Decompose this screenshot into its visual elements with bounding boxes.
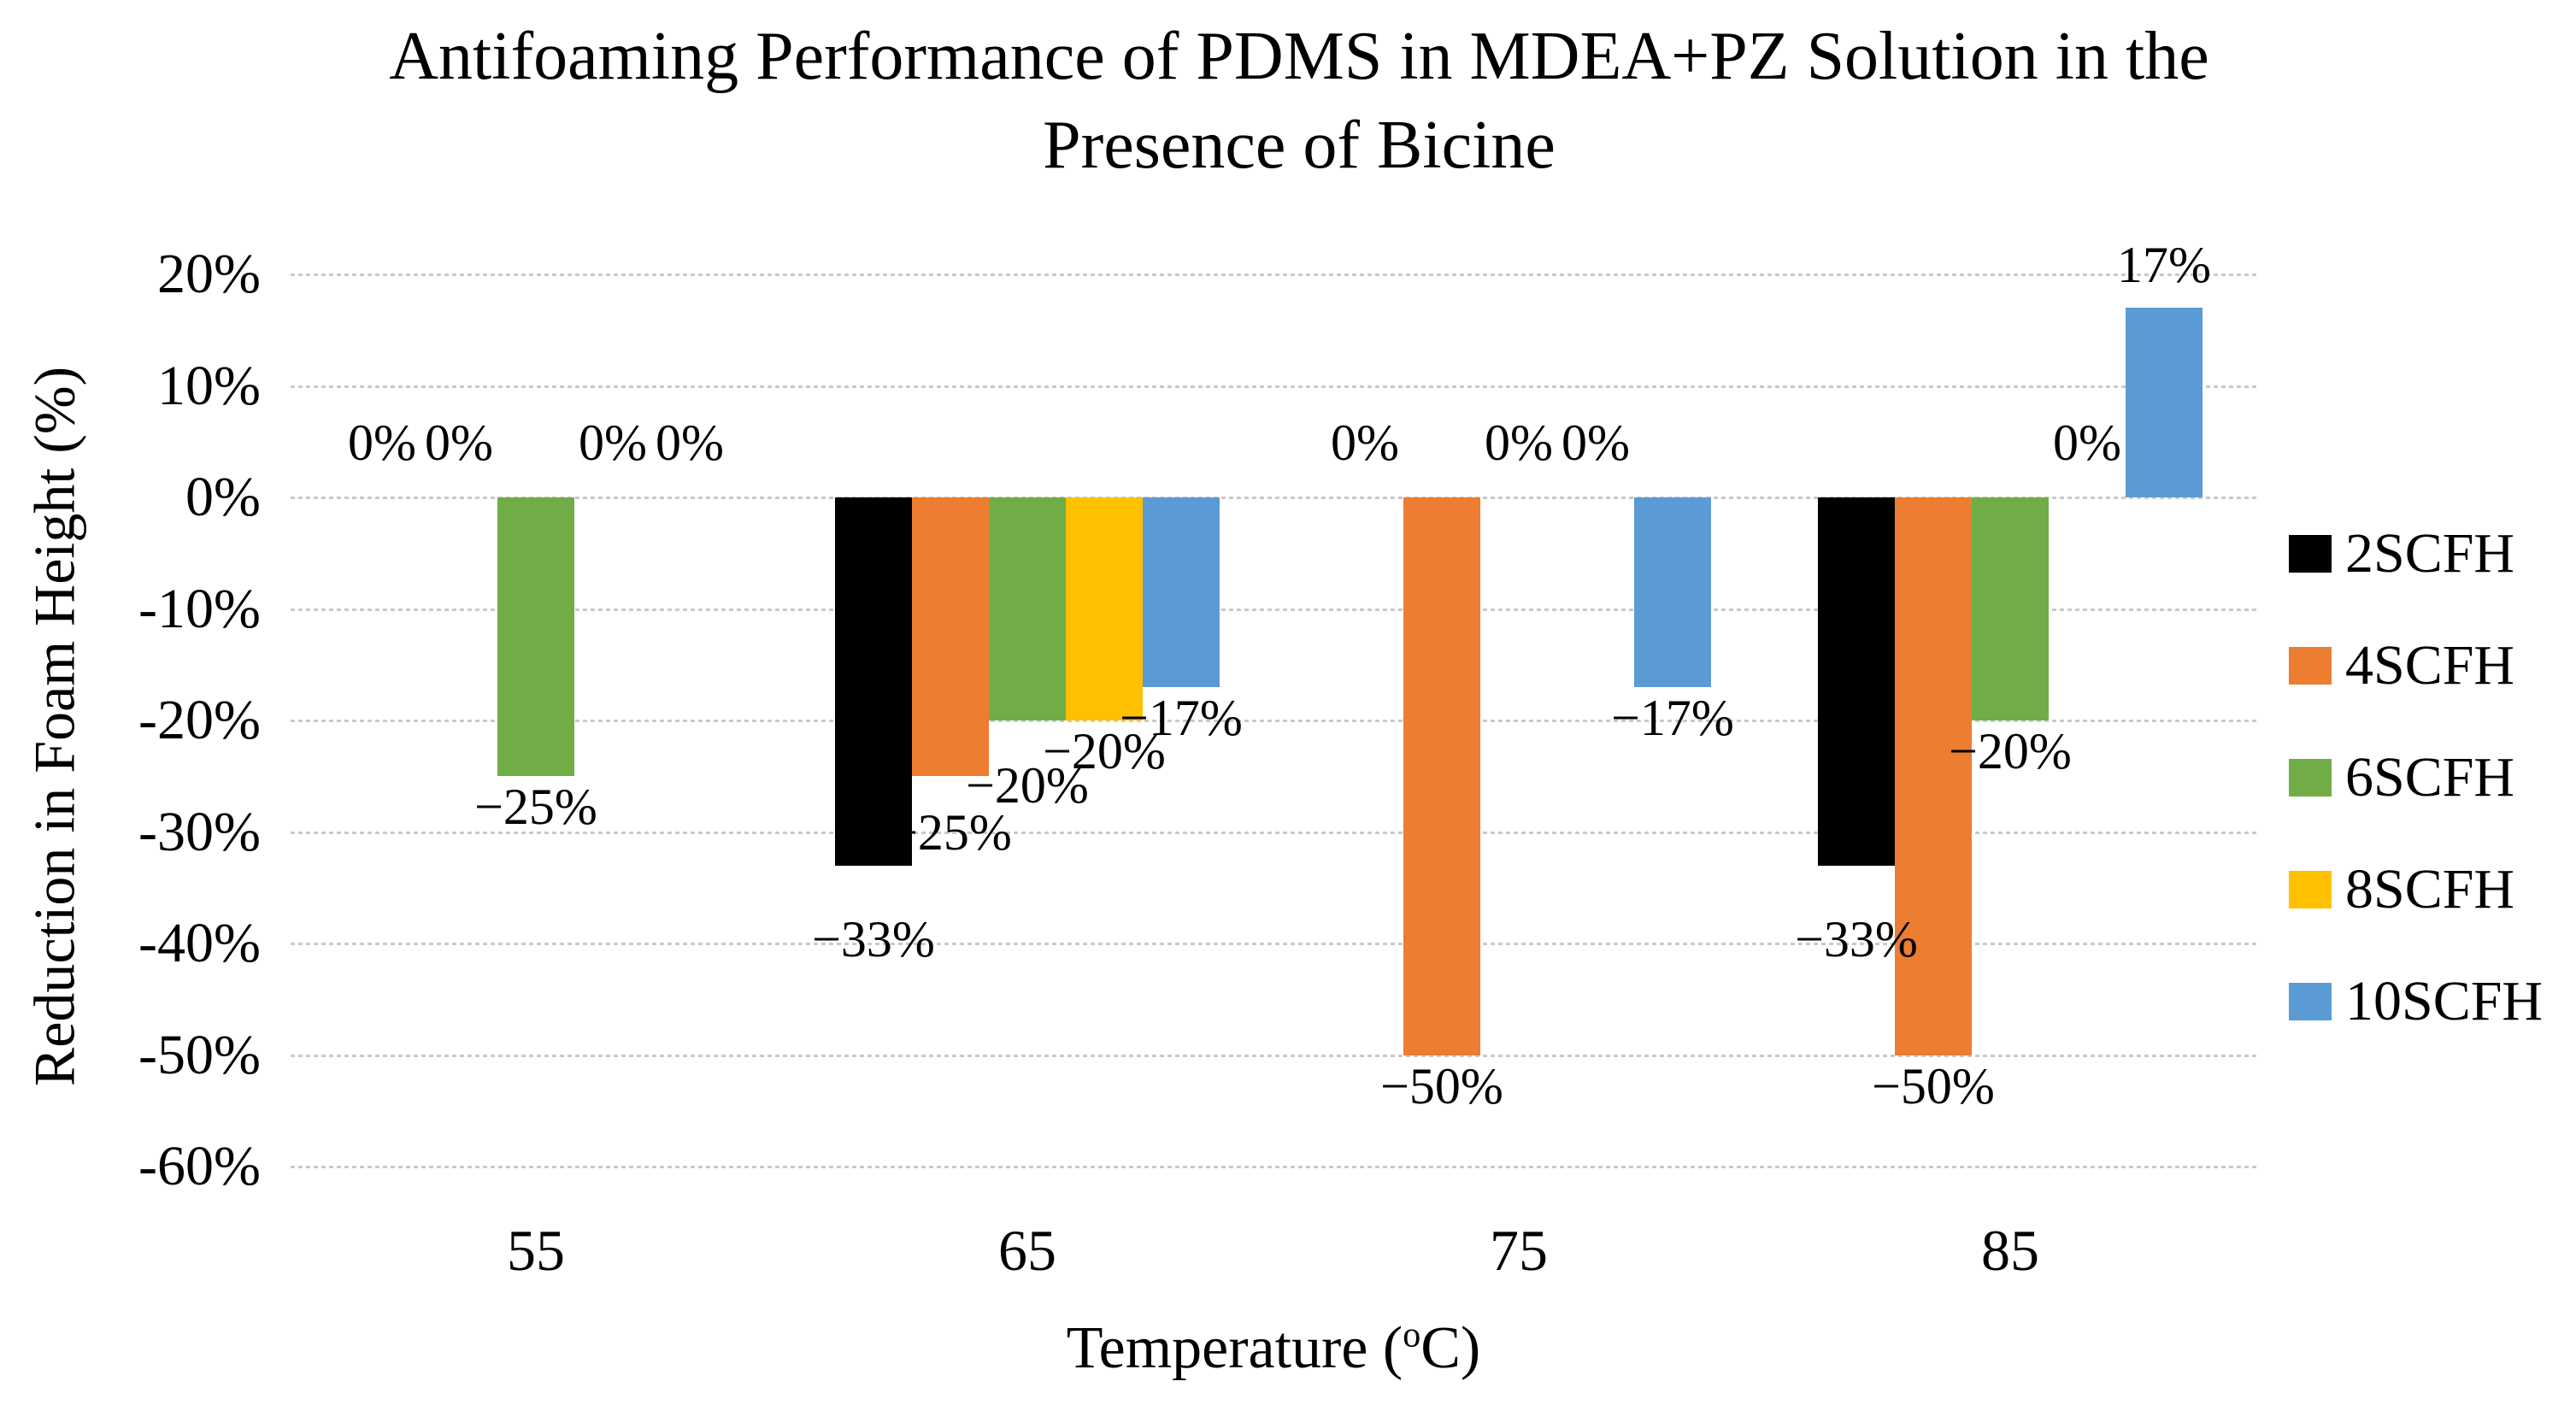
gridline-20%	[291, 273, 2256, 276]
bar-4scfh-65	[912, 497, 989, 777]
y-tick-label: -20%	[138, 689, 261, 751]
gridline--10%	[291, 608, 2256, 611]
gridline--40%	[291, 943, 2256, 945]
gridline-10%	[291, 385, 2256, 388]
bar-2scfh-85	[1818, 497, 1895, 866]
legend-label-6scfh: 6SCFH	[2345, 746, 2515, 808]
bar-label-8scfh-55: 0%	[579, 414, 647, 471]
legend-swatch-2scfh	[2289, 535, 2332, 573]
bar-label-8scfh-65: −20%	[1043, 723, 1166, 779]
bar-label-2scfh-55: 0%	[348, 414, 416, 471]
bar-8scfh-65	[1066, 497, 1143, 720]
bar-label-6scfh-55: −25%	[474, 779, 597, 836]
bar-label-6scfh-85: −20%	[1949, 723, 2072, 779]
bar-6scfh-65	[989, 497, 1066, 720]
bar-10scfh-85	[2126, 308, 2203, 497]
y-tick-label: 20%	[157, 243, 261, 305]
legend-label-2scfh: 2SCFH	[2345, 522, 2515, 585]
bar-label-2scfh-75: 0%	[1331, 414, 1399, 471]
bar-label-6scfh-65: −20%	[966, 757, 1089, 814]
bar-label-4scfh-65: −25%	[889, 804, 1012, 861]
bar-label-10scfh-55: 0%	[656, 414, 724, 471]
bar-label-2scfh-85: −33%	[1795, 910, 1918, 967]
legend-label-10scfh: 10SCFH	[2345, 970, 2544, 1032]
gridline--30%	[291, 831, 2256, 834]
x-tick-label-65: 65	[998, 1218, 1056, 1283]
chart-title: Antifoaming Performance of PDMS in MDEA+…	[265, 12, 2333, 190]
x-axis-title: Temperature (oC)	[291, 1314, 2256, 1383]
y-tick-label: -50%	[138, 1023, 261, 1086]
y-tick-label: -30%	[138, 800, 261, 863]
bar-10scfh-65	[1143, 497, 1220, 687]
y-tick-label: 10%	[157, 354, 261, 417]
gridline-0%	[291, 497, 2256, 499]
chart-title-line-1: Antifoaming Performance of PDMS in MDEA+…	[389, 19, 2209, 94]
bar-4scfh-75	[1403, 497, 1480, 1055]
y-tick-label: -10%	[138, 577, 261, 640]
legend-swatch-8scfh	[2289, 871, 2332, 908]
legend-label-8scfh: 8SCFH	[2345, 858, 2515, 920]
chart-title-line-2: Presence of Bicine	[1043, 108, 1556, 183]
x-axis-title-degree: o	[1403, 1315, 1421, 1355]
legend-swatch-4scfh	[2289, 647, 2332, 685]
y-tick-label: -60%	[138, 1135, 261, 1197]
bar-label-2scfh-65: −33%	[812, 910, 935, 967]
bar-2scfh-65	[835, 497, 912, 866]
x-tick-label-85: 85	[1981, 1218, 2039, 1283]
bar-label-8scfh-75: 0%	[1561, 414, 1630, 471]
gridline--20%	[291, 720, 2256, 722]
bar-6scfh-85	[1972, 497, 2049, 720]
bar-label-4scfh-55: 0%	[425, 414, 493, 471]
legend-swatch-10scfh	[2289, 983, 2332, 1020]
legend-label-4scfh: 4SCFH	[2345, 634, 2515, 697]
x-tick-label-55: 55	[507, 1218, 565, 1283]
bar-label-10scfh-75: −17%	[1611, 689, 1734, 746]
y-tick-label: -40%	[138, 912, 261, 974]
bar-label-8scfh-85: 0%	[2053, 414, 2121, 471]
bar-6scfh-55	[497, 497, 574, 777]
x-axis-title-suffix: C)	[1420, 1315, 1481, 1381]
gridline--50%	[291, 1054, 2256, 1057]
bar-label-10scfh-65: −17%	[1120, 689, 1243, 746]
bar-label-6scfh-75: 0%	[1485, 414, 1553, 471]
gridline--60%	[291, 1166, 2256, 1168]
bar-10scfh-75	[1634, 497, 1711, 687]
x-axis-title-prefix: Temperature (	[1066, 1315, 1403, 1381]
bar-label-4scfh-85: −50%	[1872, 1057, 1995, 1114]
x-tick-label-75: 75	[1490, 1218, 1548, 1283]
legend-swatch-6scfh	[2289, 759, 2332, 797]
y-tick-label: 0%	[185, 466, 261, 528]
bar-4scfh-85	[1895, 497, 1972, 1055]
bar-label-4scfh-75: −50%	[1380, 1057, 1503, 1114]
bar-label-10scfh-85: 17%	[2117, 237, 2211, 294]
